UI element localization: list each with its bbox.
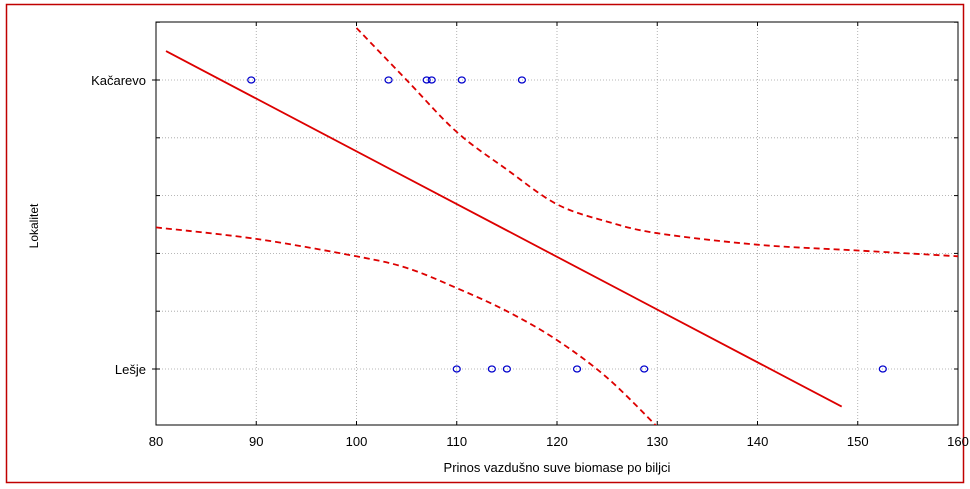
y-tick-labels: Kačarevo Lešje xyxy=(91,73,156,377)
data-point xyxy=(427,76,436,84)
x-tick-label: 80 xyxy=(149,434,163,449)
data-point xyxy=(452,365,461,373)
grid-layer xyxy=(156,22,958,425)
data-point xyxy=(247,76,256,84)
data-point xyxy=(640,365,649,373)
x-tick-label: 140 xyxy=(747,434,769,449)
confidence-band-lower xyxy=(156,226,657,425)
lines-layer xyxy=(156,27,958,425)
data-point xyxy=(457,76,466,84)
data-point xyxy=(572,365,582,373)
confidence-band-upper xyxy=(355,27,958,258)
x-tick-label: 130 xyxy=(646,434,668,449)
data-point xyxy=(422,76,431,84)
data-point xyxy=(487,365,496,373)
x-axis-title: Prinos vazdušno suve biomase po biljci xyxy=(444,460,671,475)
y-tick-label: Kačarevo xyxy=(91,73,146,88)
x-tick-label: 110 xyxy=(446,434,467,449)
y-tick-label: Lešje xyxy=(115,362,146,377)
x-tick-label: 100 xyxy=(346,434,368,449)
y-minor-ticks xyxy=(155,21,959,425)
y-axis-title: Lokalitet xyxy=(27,203,41,248)
data-point xyxy=(384,76,393,84)
regression-line xyxy=(165,50,843,408)
x-tick-label: 160 xyxy=(947,434,969,449)
points-layer xyxy=(247,76,887,373)
x-tick-label: 120 xyxy=(546,434,568,449)
data-point xyxy=(502,365,511,373)
x-tick-label: 150 xyxy=(847,434,869,449)
x-tick-label: 90 xyxy=(249,434,263,449)
x-tick-labels: 80 90 100 110 120 130 140 150 160 xyxy=(149,434,969,449)
data-point xyxy=(878,365,887,373)
data-point xyxy=(517,76,527,84)
